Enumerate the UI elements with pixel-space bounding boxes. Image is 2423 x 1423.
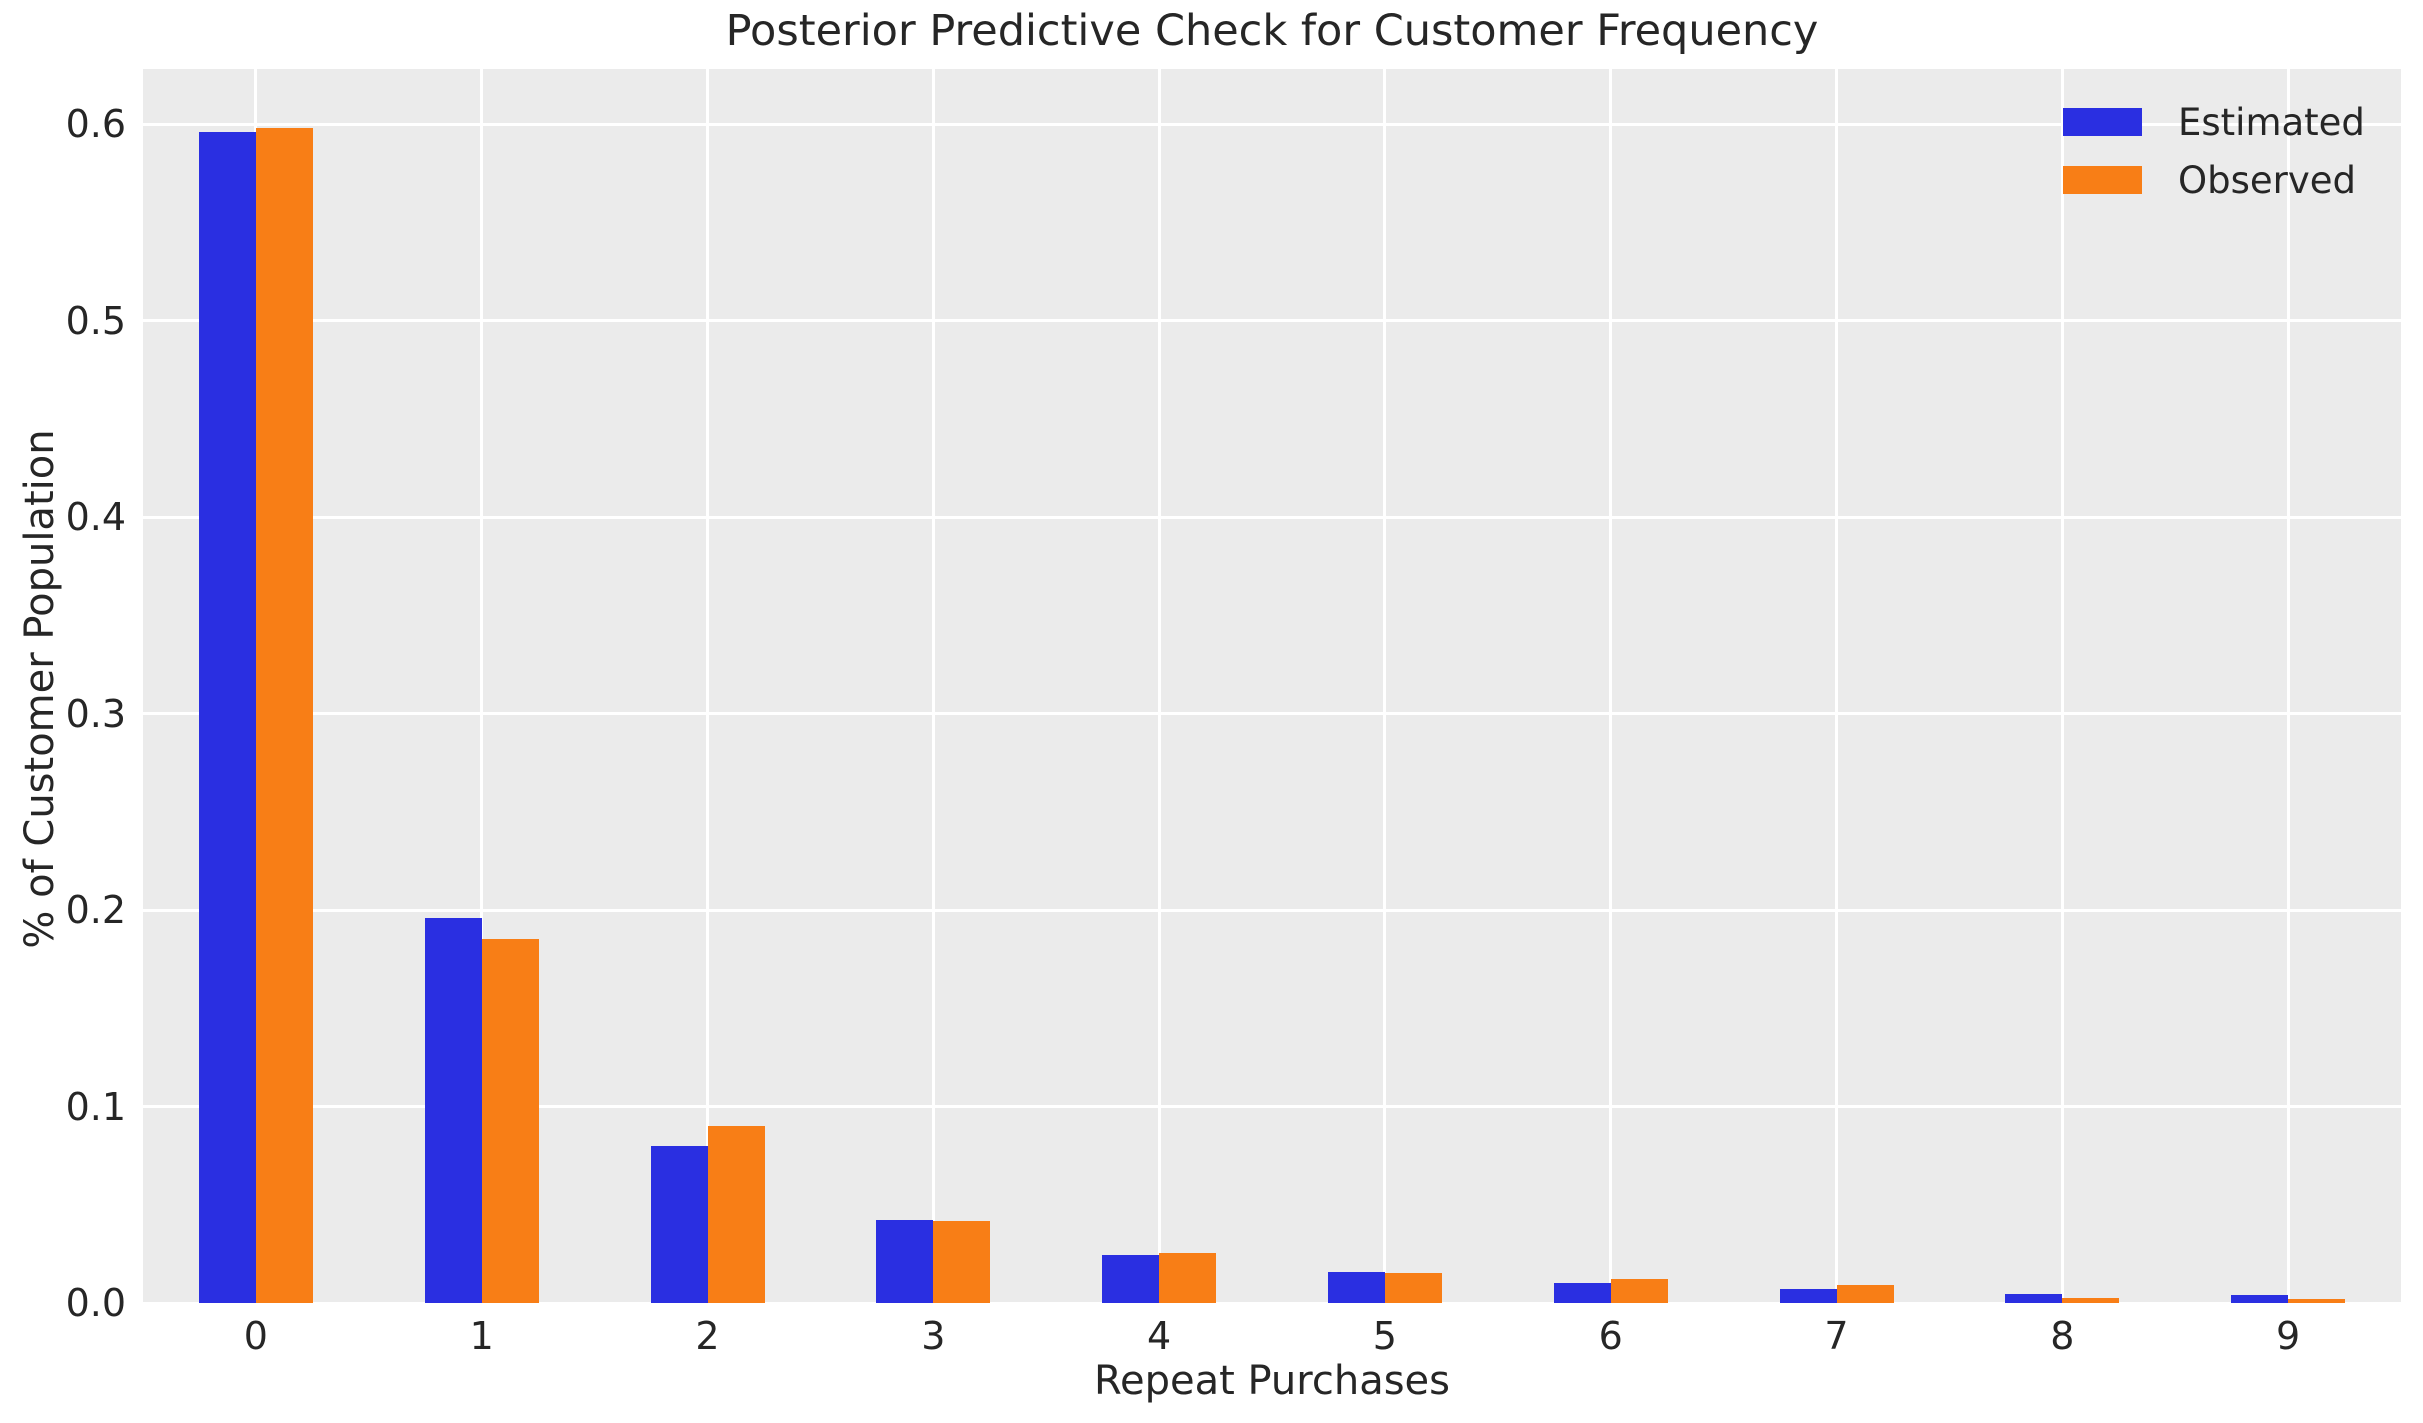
- y-tick-label: 0.1: [65, 1084, 126, 1129]
- bar-estimated-9: [2231, 1294, 2289, 1303]
- bar-estimated-5: [1327, 1271, 1385, 1303]
- legend-entry-estimated: Estimated: [2063, 93, 2365, 151]
- plot-area: [143, 69, 2401, 1303]
- gridline-vertical: [2286, 69, 2290, 1303]
- bar-observed-1: [481, 939, 539, 1303]
- gridline-horizontal: [143, 1105, 2401, 1108]
- bar-observed-0: [255, 127, 313, 1303]
- x-tick-label: 6: [1598, 1314, 1623, 1358]
- gridline-vertical: [706, 69, 709, 1303]
- gridline-horizontal: [143, 319, 2401, 323]
- legend-swatch-estimated: [2063, 108, 2142, 136]
- gridline-vertical: [1835, 69, 1838, 1303]
- y-tick-label: 0.4: [65, 495, 126, 539]
- gridline-horizontal: [143, 712, 2401, 715]
- x-tick-label: 3: [921, 1314, 946, 1358]
- bar-estimated-3: [876, 1220, 934, 1303]
- gridline-vertical: [480, 69, 484, 1303]
- bar-observed-7: [1836, 1284, 1894, 1303]
- x-tick-label: 8: [2050, 1314, 2075, 1358]
- bar-estimated-2: [650, 1145, 708, 1303]
- x-tick-label: 0: [243, 1314, 268, 1358]
- y-tick-label: 0.2: [65, 888, 126, 932]
- bar-estimated-6: [1553, 1282, 1611, 1303]
- gridline-horizontal: [143, 908, 2401, 912]
- bar-observed-9: [2288, 1299, 2346, 1303]
- legend-entry-observed: Observed: [2063, 151, 2365, 209]
- x-tick-label: 7: [1824, 1314, 1849, 1358]
- legend-swatch-observed: [2063, 166, 2142, 194]
- bar-observed-6: [1610, 1279, 1668, 1303]
- x-tick-label: 4: [1147, 1314, 1172, 1358]
- y-tick-label: 0.0: [65, 1281, 126, 1325]
- x-axis-label: Repeat Purchases: [1094, 1358, 1450, 1404]
- bar-estimated-4: [1102, 1254, 1160, 1303]
- x-tick-label: 1: [469, 1314, 494, 1358]
- x-tick-label: 2: [695, 1314, 720, 1358]
- legend-label-observed: Observed: [2178, 158, 2357, 202]
- gridline-vertical: [1383, 69, 1387, 1303]
- bar-estimated-8: [2005, 1293, 2063, 1303]
- gridline-horizontal: [143, 515, 2401, 519]
- gridline-horizontal: [143, 122, 2401, 126]
- bar-observed-3: [933, 1221, 991, 1303]
- gridline-vertical: [2060, 69, 2064, 1303]
- y-axis-label: % of Customer Population: [17, 429, 63, 949]
- bar-estimated-1: [424, 917, 482, 1303]
- bar-estimated-7: [1779, 1289, 1837, 1303]
- gridline-vertical: [931, 69, 935, 1303]
- x-tick-label: 5: [1372, 1314, 1397, 1358]
- x-tick-label: 9: [2276, 1314, 2301, 1358]
- bar-observed-5: [1384, 1272, 1442, 1303]
- bar-observed-8: [2062, 1298, 2120, 1303]
- gridline-horizontal: [143, 1301, 2401, 1303]
- legend-label-estimated: Estimated: [2178, 100, 2365, 144]
- bar-estimated-0: [198, 131, 256, 1303]
- bar-observed-2: [707, 1126, 765, 1303]
- gridline-vertical: [1609, 69, 1613, 1303]
- legend: Estimated Observed: [2063, 93, 2365, 209]
- y-tick-label: 0.3: [65, 691, 126, 736]
- bar-observed-4: [1159, 1253, 1217, 1303]
- chart-title: Posterior Predictive Check for Customer …: [725, 6, 1819, 56]
- gridline-vertical: [1157, 69, 1161, 1303]
- y-tick-label: 0.6: [65, 102, 126, 147]
- y-tick-label: 0.5: [65, 298, 126, 343]
